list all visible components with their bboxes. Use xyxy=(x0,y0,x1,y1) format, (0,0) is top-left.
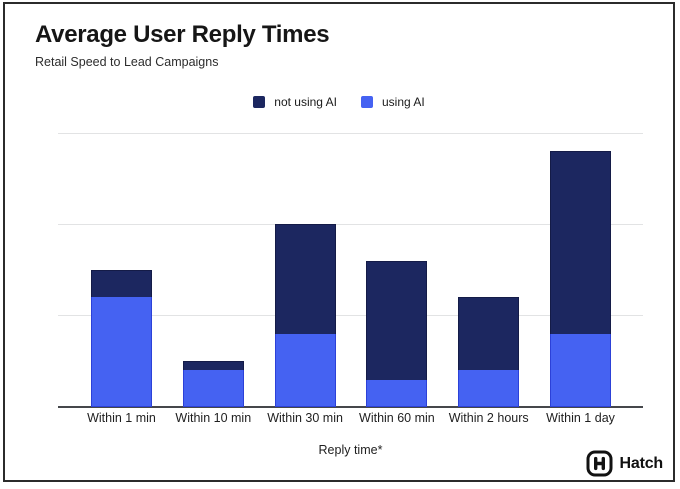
legend-label: using AI xyxy=(382,95,425,109)
bar-segment-using-ai xyxy=(550,333,611,407)
bar-segment-not-using-ai xyxy=(274,224,336,334)
bar-segment-not-using-ai xyxy=(182,361,244,371)
gridline xyxy=(58,132,643,134)
bar-4 xyxy=(366,260,428,407)
bar-3 xyxy=(274,224,336,407)
x-tick-label: Within 30 min xyxy=(267,411,343,425)
bar-segment-using-ai xyxy=(366,379,428,407)
bar-5 xyxy=(458,297,520,407)
bar-segment-using-ai xyxy=(91,297,152,407)
chart-title: Average User Reply Times xyxy=(35,21,330,48)
legend-swatch xyxy=(361,96,373,108)
bar-segment-not-using-ai xyxy=(550,151,611,334)
hatch-logo-text: Hatch xyxy=(619,454,664,472)
bar-segment-using-ai xyxy=(458,370,520,407)
hatch-logo: Hatch xyxy=(586,450,663,477)
x-tick-label: Within 1 min xyxy=(87,411,156,425)
bar-segment-using-ai xyxy=(182,370,244,407)
gridline xyxy=(58,315,643,317)
legend-item: using AI xyxy=(361,95,425,109)
x-axis-title: Reply time* xyxy=(318,443,383,457)
plot-area xyxy=(58,132,643,408)
legend: not using AI using AI xyxy=(5,95,673,109)
gridline xyxy=(58,223,643,225)
bar-segment-not-using-ai xyxy=(458,297,520,371)
legend-label: not using AI xyxy=(274,95,337,109)
bar-segment-not-using-ai xyxy=(91,270,152,298)
x-tick-label: Within 1 day xyxy=(546,411,615,425)
legend-item: not using AI xyxy=(253,95,337,109)
bar-2 xyxy=(182,361,244,407)
x-tick-label: Within 10 min xyxy=(175,411,252,425)
chart-card: Average User Reply Times Retail Speed to… xyxy=(3,2,675,482)
bar-segment-not-using-ai xyxy=(366,260,428,380)
bar-6 xyxy=(550,151,611,407)
chart-subtitle: Retail Speed to Lead Campaigns xyxy=(35,55,219,69)
x-axis-line xyxy=(58,406,643,408)
x-tick-label: Within 60 min xyxy=(359,411,435,425)
bar-segment-using-ai xyxy=(274,333,336,407)
x-axis-tick-labels: Within 1 min Within 10 min Within 30 min Wi… xyxy=(58,411,643,427)
legend-swatch xyxy=(253,96,266,108)
x-tick-label: Within 2 hours xyxy=(448,411,529,425)
hatch-h-icon xyxy=(586,450,613,477)
bar-1 xyxy=(91,270,152,407)
